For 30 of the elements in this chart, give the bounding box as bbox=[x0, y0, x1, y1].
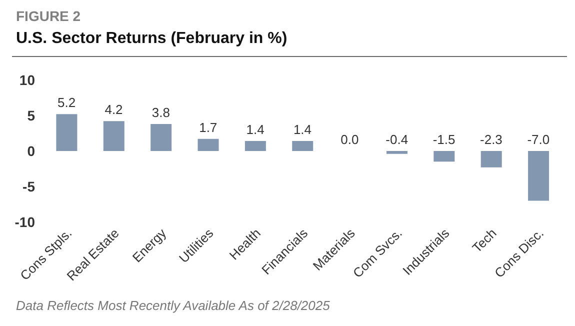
data-label: 0.0 bbox=[340, 132, 359, 147]
bar bbox=[292, 141, 314, 151]
y-tick-label: 5 bbox=[27, 107, 36, 124]
y-tick-label: 0 bbox=[27, 142, 36, 159]
chart-subtitle: FIGURE 2 bbox=[16, 8, 81, 24]
data-label: 3.8 bbox=[152, 105, 170, 120]
data-label: -0.4 bbox=[386, 132, 408, 147]
bar bbox=[434, 151, 455, 162]
bar bbox=[528, 151, 550, 201]
bar bbox=[244, 141, 266, 151]
bar bbox=[386, 151, 408, 154]
data-label: -7.0 bbox=[527, 132, 550, 147]
data-label: 5.2 bbox=[58, 95, 76, 110]
bar bbox=[480, 151, 502, 168]
bar bbox=[198, 138, 219, 151]
data-label: 1.4 bbox=[246, 122, 264, 138]
data-label: -2.3 bbox=[480, 132, 502, 147]
bar bbox=[150, 124, 172, 151]
y-tick-label: -5 bbox=[22, 178, 36, 194]
y-tick-label: -10 bbox=[14, 214, 36, 230]
bar bbox=[56, 114, 78, 151]
x-tick-label: Tech bbox=[469, 226, 500, 256]
text: Data Reflects Most Recently Available As of 2/28/2025 bbox=[16, 298, 330, 313]
data-label: 1.4 bbox=[293, 122, 312, 138]
bar bbox=[103, 121, 124, 151]
chart-title: U.S. Sector Returns (February in %) bbox=[16, 30, 288, 48]
data-label: -1.5 bbox=[432, 132, 456, 147]
data-label: 1.7 bbox=[199, 120, 218, 135]
data-label: 4.2 bbox=[104, 102, 123, 118]
y-tick-label: 10 bbox=[19, 72, 36, 88]
